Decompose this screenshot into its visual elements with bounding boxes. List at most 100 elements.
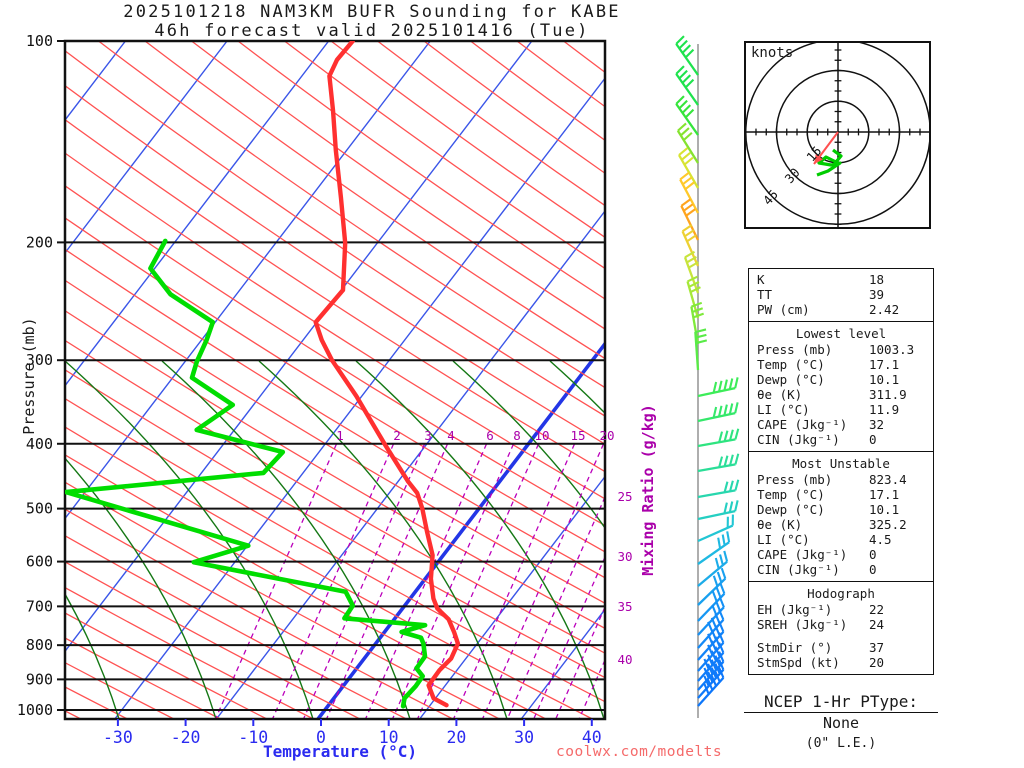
storm-motion-arrowhead xyxy=(814,154,823,164)
table-row-label: Temp (°C) xyxy=(757,357,825,372)
table-row-label: Press (mb) xyxy=(757,342,833,357)
wind-barb xyxy=(675,65,699,106)
temp-tick-label: 30 xyxy=(514,728,534,747)
pressure-tick-label: 100 xyxy=(26,32,53,50)
mixing-ratio-label: 8 xyxy=(513,428,521,443)
table-row-label: CIN (Jkg⁻¹) xyxy=(757,432,840,447)
wind-barb xyxy=(697,500,739,521)
table-row-value: 10.1 xyxy=(869,502,900,517)
wind-barb xyxy=(697,377,739,398)
table-row: PW (cm) 2.42 xyxy=(749,302,933,317)
ptype-value: None xyxy=(822,714,860,732)
table-row: Temp (°C) 17.1 xyxy=(749,487,933,502)
dewpoint-trace xyxy=(65,238,428,709)
table-row-value: 2.42 xyxy=(869,302,900,317)
table-row-value: 17.1 xyxy=(869,487,900,502)
wind-barb xyxy=(697,428,740,448)
table-row: CIN (Jkg⁻¹) 0 xyxy=(749,562,933,577)
wind-barb xyxy=(697,514,734,543)
hodograph-ring-label: 30 xyxy=(782,165,803,186)
wind-barb xyxy=(694,328,708,371)
table-row-value: 1003.3 xyxy=(869,342,915,357)
mixing-ratio-label: 2 xyxy=(393,428,401,443)
table-row-label: CAPE (Jkg⁻¹) xyxy=(757,417,848,432)
temp-tick-label: -20 xyxy=(171,728,201,747)
table-row-value: 18 xyxy=(869,272,885,287)
table-row-value: 11.9 xyxy=(869,402,900,417)
wind-barb xyxy=(697,531,731,565)
pressure-tick-label: 1000 xyxy=(17,701,53,719)
hodograph-ring-label: 45 xyxy=(760,187,781,208)
table-row-label: θe (K) xyxy=(757,517,803,532)
wind-barb xyxy=(697,402,739,423)
wind-barb xyxy=(697,567,727,606)
mixing-ratio-label: 35 xyxy=(617,599,632,614)
hodograph-trace xyxy=(816,148,843,177)
hodograph-frame xyxy=(744,41,931,229)
ptype-liquid-equivalent: (0" L.E.) xyxy=(805,736,877,751)
table-row-value: 325.2 xyxy=(869,517,907,532)
table-row-value: 37 xyxy=(869,640,885,655)
wind-barb xyxy=(697,550,729,587)
mixing-ratio-axis-label: Mixing Ratio (g/kg) xyxy=(639,404,657,576)
mixing-ratio-label: 10 xyxy=(534,428,549,443)
table-row-label: Temp (°C) xyxy=(757,487,825,502)
table-row: Press (mb) 823.4 xyxy=(749,472,933,487)
mixing-ratio-label: 25 xyxy=(617,489,632,504)
indices-table-section: K 18 TT 39 PW (cm) 2.42 xyxy=(749,269,933,321)
hodograph-ring-label: 15 xyxy=(803,143,824,164)
wind-barb xyxy=(686,275,701,319)
pressure-tick-label: 500 xyxy=(26,500,53,518)
wind-barb xyxy=(676,122,699,164)
table-row-value: 311.9 xyxy=(869,387,907,402)
table-row: θe (K) 325.2 xyxy=(749,517,933,532)
table-row-label: PW (cm) xyxy=(757,302,810,317)
table-row: LI (°C) 4.5 xyxy=(749,532,933,547)
wind-barb xyxy=(697,453,740,473)
table-row-label: LI (°C) xyxy=(757,402,810,417)
sounding-title: 2025101218 NAM3KM BUFR Sounding for KABE xyxy=(123,2,621,22)
wind-barb xyxy=(678,147,699,189)
mixing-ratio-label: 15 xyxy=(570,428,585,443)
table-row-value: 0 xyxy=(869,432,877,447)
mixing-ratio-label: 40 xyxy=(617,652,632,667)
table-section-title: Lowest level xyxy=(795,326,887,341)
table-row-label: TT xyxy=(757,287,773,302)
table-row-value: 4.5 xyxy=(869,532,892,547)
table-row-value: 823.4 xyxy=(869,472,907,487)
temperature-axis-label: Temperature (°C) xyxy=(262,742,418,761)
table-row-value: 32 xyxy=(869,417,885,432)
table-row-label: EH (Jkg⁻¹) xyxy=(757,602,833,617)
mixing-ratio-label: 30 xyxy=(617,549,632,564)
table-row-value: 24 xyxy=(869,617,885,632)
table-row-value: 20 xyxy=(869,655,885,670)
temperature-trace xyxy=(313,41,461,708)
indices-table-section: Lowest level Press (mb) 1003.3 Temp (°C) 17.… xyxy=(749,321,933,451)
pressure-gridlines: 100 200 300 400 500 600 700 800 900 1000 xyxy=(17,32,607,721)
table-section-title: Most Unstable xyxy=(792,456,890,471)
table-row-label: CIN (Jkg⁻¹) xyxy=(757,562,840,577)
table-row: LI (°C) 11.9 xyxy=(749,402,933,417)
wind-barb xyxy=(681,224,700,267)
pressure-tick-label: 300 xyxy=(26,351,53,369)
pressure-axis-label: Pressure (mb) xyxy=(20,317,38,435)
table-row: StmDir (°) 37 xyxy=(749,640,933,655)
indices-table: K 18 TT 39 PW (cm) 2.42 Lowest level Press (mb)… xyxy=(748,268,934,675)
table-row xyxy=(749,632,933,640)
wind-barb xyxy=(697,479,740,499)
wind-barb xyxy=(697,632,725,672)
temp-tick-label: 20 xyxy=(446,728,466,747)
table-row: θe (K) 311.9 xyxy=(749,387,933,402)
table-row-value: 0 xyxy=(869,562,877,577)
mixing-ratio-label: 20 xyxy=(599,428,614,443)
temp-tick-label: 0 xyxy=(316,728,326,747)
table-row-label: CAPE (Jkg⁻¹) xyxy=(757,547,848,562)
pressure-tick-label: 700 xyxy=(26,597,53,615)
table-row: TT 39 xyxy=(749,287,933,302)
mixing-ratio-label: 3 xyxy=(424,428,432,443)
table-row: Dewp (°C) 10.1 xyxy=(749,502,933,517)
wind-barb xyxy=(683,250,700,294)
